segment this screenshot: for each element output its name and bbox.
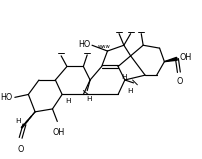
Text: H: H bbox=[126, 88, 132, 94]
Text: HO: HO bbox=[1, 93, 13, 102]
Text: H: H bbox=[86, 96, 91, 102]
Text: HO: HO bbox=[78, 40, 90, 49]
Text: H: H bbox=[15, 118, 20, 124]
Text: OH: OH bbox=[52, 128, 64, 137]
Text: O: O bbox=[176, 77, 182, 86]
Text: www: www bbox=[97, 44, 110, 49]
Text: H: H bbox=[120, 74, 126, 80]
Text: OH: OH bbox=[179, 53, 191, 62]
Text: O: O bbox=[17, 145, 24, 154]
Text: H: H bbox=[65, 98, 70, 104]
Polygon shape bbox=[164, 57, 176, 62]
